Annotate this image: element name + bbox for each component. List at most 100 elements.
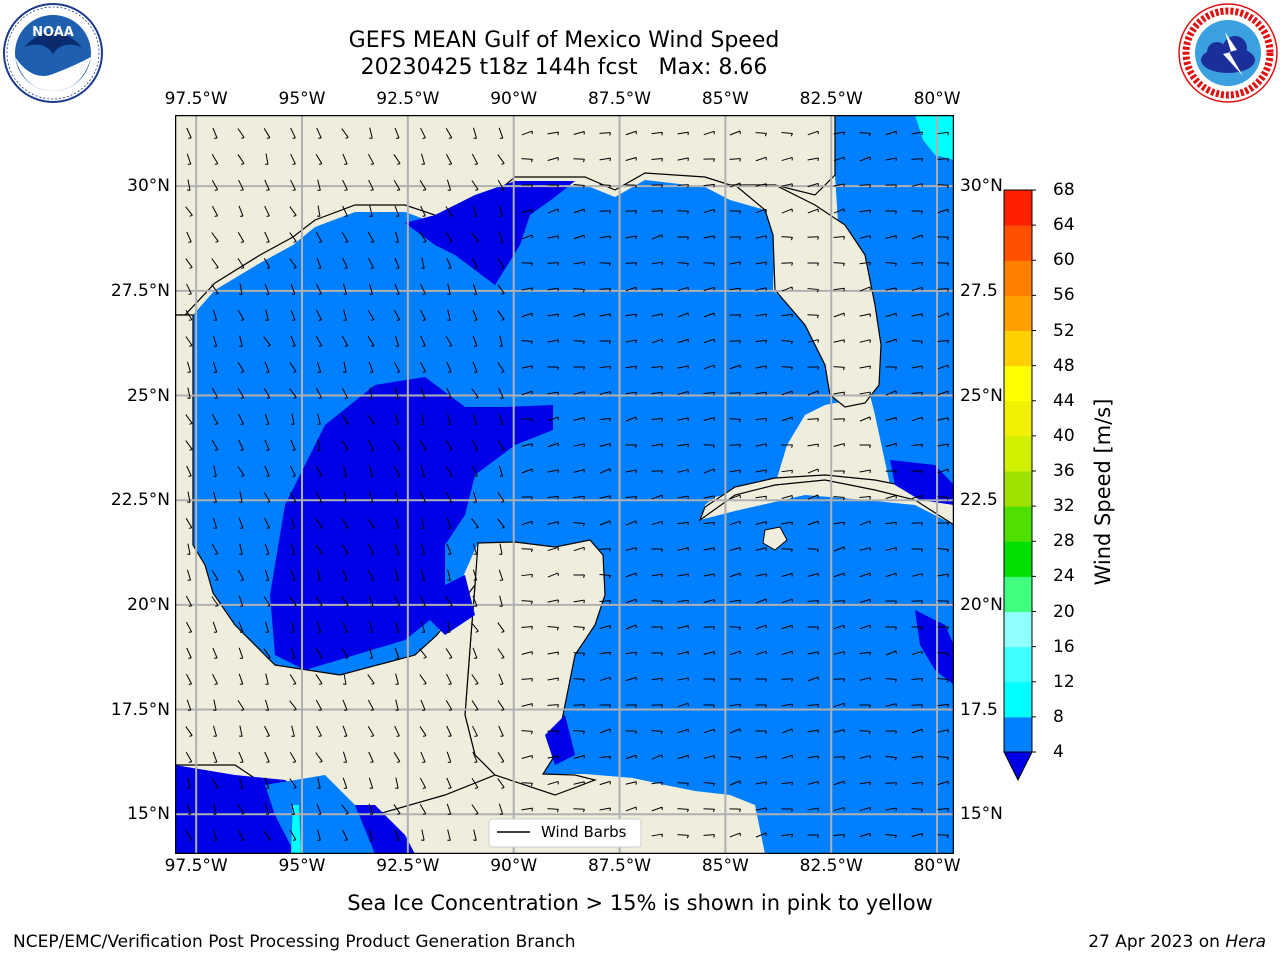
wind-barb xyxy=(419,674,427,684)
wind-barb xyxy=(421,413,425,425)
wind-barb xyxy=(651,418,663,420)
wind-barb-tick xyxy=(240,397,244,399)
wind-barb-tick xyxy=(713,522,715,526)
wind-barb xyxy=(185,336,193,346)
wind-barb xyxy=(186,231,192,243)
wind-barb xyxy=(367,336,375,346)
wind-barb xyxy=(367,569,375,581)
wind-barb-tick xyxy=(712,445,715,449)
wind-barb xyxy=(445,440,453,450)
wind-barb xyxy=(573,495,585,499)
wind-barb xyxy=(419,726,427,736)
wind-barb xyxy=(859,416,871,422)
wind-barb-tick xyxy=(921,678,923,682)
wind-barb xyxy=(264,725,270,737)
wind-barb xyxy=(238,777,244,789)
wind-barb xyxy=(937,703,949,707)
wind-barb xyxy=(781,286,793,292)
wind-barb xyxy=(316,257,322,269)
wind-barb-tick xyxy=(609,418,611,422)
wind-barb xyxy=(497,492,505,502)
wind-barb xyxy=(651,313,663,317)
wind-barb xyxy=(420,387,426,399)
wind-barb xyxy=(264,803,270,815)
wind-barb xyxy=(885,338,897,344)
wind-barb xyxy=(599,132,611,134)
wind-barb xyxy=(859,132,871,134)
wind-barb xyxy=(573,546,585,552)
wind-barb xyxy=(547,546,559,552)
wind-barb xyxy=(187,361,191,373)
wind-barb xyxy=(317,439,321,451)
svg-text:NOAA: NOAA xyxy=(32,25,74,40)
wind-barb xyxy=(263,388,271,398)
wind-barb-tick xyxy=(448,709,452,711)
wind-barb xyxy=(755,365,767,369)
wind-barb xyxy=(677,417,689,421)
wind-barb xyxy=(573,652,585,654)
wind-barb-tick xyxy=(345,136,349,139)
wind-barb-tick xyxy=(661,678,663,682)
wind-barb-tick xyxy=(293,786,297,789)
wind-barb xyxy=(833,651,845,655)
colorbar-tick-label: 20 xyxy=(1053,601,1075,622)
wind-barb xyxy=(239,335,243,347)
wind-barb xyxy=(859,286,871,292)
wind-barb xyxy=(937,573,949,577)
wind-barb-tick xyxy=(188,319,193,321)
wind-barb xyxy=(625,624,637,630)
wind-barb xyxy=(677,521,689,525)
wind-barb xyxy=(289,596,297,606)
wind-barb xyxy=(521,573,533,577)
wind-barb-tick xyxy=(319,526,323,529)
wind-barb xyxy=(599,210,611,212)
wind-barb xyxy=(368,491,374,503)
wind-barb xyxy=(317,205,321,217)
wind-barb-tick xyxy=(635,366,637,370)
wind-barb xyxy=(471,700,479,710)
wind-barb xyxy=(521,312,533,318)
wind-barb xyxy=(290,439,296,451)
wind-barb-tick xyxy=(842,367,845,371)
wind-barb xyxy=(289,491,297,503)
wind-barb xyxy=(547,131,559,135)
wind-barb-tick xyxy=(266,137,270,139)
wind-barb xyxy=(237,700,245,710)
wind-barb xyxy=(547,208,559,214)
wind-barb xyxy=(703,130,715,136)
wind-barb-tick xyxy=(319,552,323,555)
wind-barb xyxy=(393,466,401,476)
wind-barb xyxy=(625,339,637,343)
wind-barb xyxy=(651,754,663,760)
legend-label: Wind Barbs xyxy=(541,823,627,841)
wind-barb xyxy=(521,340,533,342)
wind-barb xyxy=(317,829,321,841)
wind-barb xyxy=(911,443,923,447)
wind-barb xyxy=(497,622,505,632)
wind-barb xyxy=(573,704,585,706)
wind-barb xyxy=(419,648,427,658)
wind-barb xyxy=(290,179,296,191)
wind-barb-tick xyxy=(530,341,533,345)
wind-barb xyxy=(599,676,611,682)
wind-barb xyxy=(498,569,504,581)
wind-barb-tick xyxy=(921,704,923,708)
wind-barb xyxy=(211,413,219,425)
wind-barb xyxy=(263,648,271,658)
wind-barb xyxy=(238,673,244,685)
wind-barb xyxy=(755,183,767,187)
wind-barb xyxy=(833,806,845,812)
wind-barb-tick xyxy=(531,626,533,630)
wind-barb xyxy=(471,180,479,190)
wind-barb-tick xyxy=(791,314,793,318)
chart-subtitle: 20230425 t18z 144h fcst Max: 8.66 xyxy=(360,55,768,80)
wind-barb xyxy=(807,573,819,577)
wind-barb xyxy=(807,157,819,161)
wind-barb xyxy=(911,650,923,656)
wind-barb xyxy=(521,287,533,291)
calm-region-north xyxy=(405,181,575,285)
wind-barb-tick xyxy=(501,709,505,711)
colorbar-segment xyxy=(1004,435,1032,472)
wind-barb-tick xyxy=(661,184,663,188)
wind-barb xyxy=(911,573,923,577)
